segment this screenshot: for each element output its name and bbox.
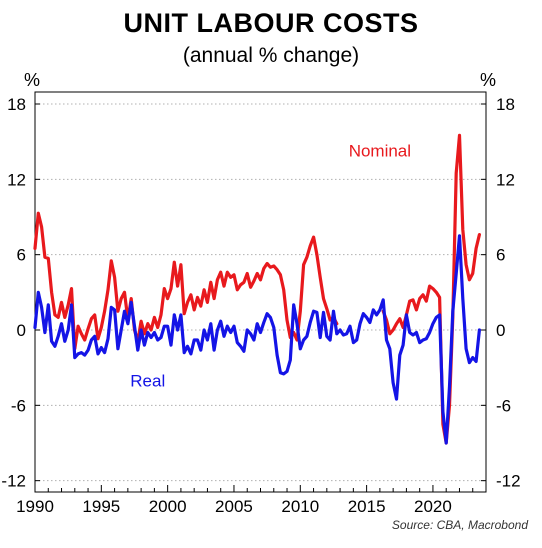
ytick-right-label: 18	[496, 95, 515, 114]
ytick-right-label: 6	[496, 246, 505, 265]
ytick-left-label: 18	[7, 95, 26, 114]
xtick-label: 2000	[149, 497, 187, 516]
right-axis-unit: %	[480, 70, 497, 90]
series-label-nominal: Nominal	[349, 142, 411, 161]
ytick-left-label: -6	[11, 396, 26, 415]
xtick-label: 2010	[281, 497, 319, 516]
chart-subtitle: (annual % change)	[182, 44, 360, 67]
ytick-left-label: 6	[17, 246, 26, 265]
ytick-right-label: -6	[496, 396, 511, 415]
xtick-label: 1995	[82, 497, 120, 516]
xtick-label: 2020	[414, 497, 452, 516]
xtick-label: 2015	[348, 497, 386, 516]
ytick-left-label: 12	[7, 170, 26, 189]
ytick-right-label: 12	[496, 170, 515, 189]
series-line-0	[33, 211, 339, 351]
xtick-label: 1990	[16, 497, 54, 516]
left-axis-unit: %	[24, 70, 41, 90]
ytick-right-label: 0	[496, 321, 505, 340]
ytick-left-label: 0	[17, 321, 26, 340]
series-label-real: Real	[130, 372, 165, 391]
series-line-2	[33, 234, 481, 445]
source-note: Source: CBA, Macrobond	[391, 518, 528, 532]
ytick-right-label: -12	[496, 472, 521, 491]
series-line-1	[381, 133, 481, 445]
plot-frame	[34, 91, 487, 493]
chart-title: UNIT LABOUR COSTS	[123, 8, 419, 38]
ytick-left-label: -12	[1, 472, 26, 491]
xtick-label: 2005	[215, 497, 253, 516]
